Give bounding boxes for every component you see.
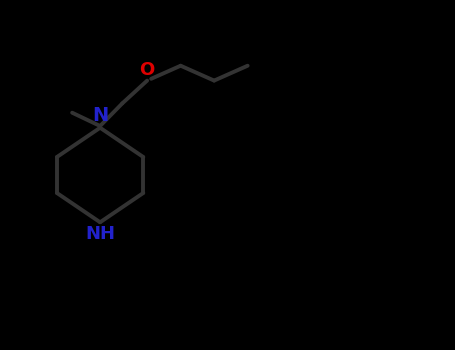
Text: O: O bbox=[140, 61, 155, 79]
Text: N: N bbox=[92, 106, 108, 125]
Text: NH: NH bbox=[85, 225, 115, 243]
